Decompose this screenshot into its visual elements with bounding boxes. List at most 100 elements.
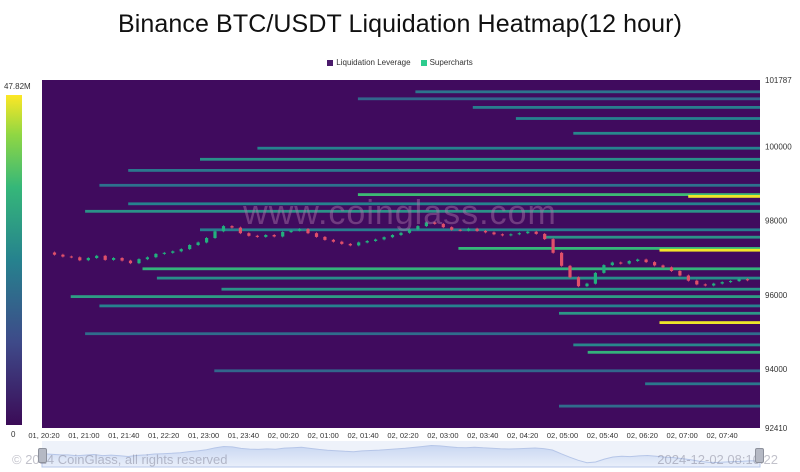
y-tick-label: 92410 <box>765 424 788 433</box>
candle-body <box>314 233 319 237</box>
candle-body <box>543 233 547 240</box>
x-tick-label: 02, 07:00 <box>667 431 698 440</box>
candle-body <box>450 227 454 230</box>
x-tick-label: 02, 01:00 <box>308 431 339 440</box>
x-tick-label: 02, 05:00 <box>547 431 578 440</box>
liquidation-band <box>688 195 760 198</box>
x-tick-label: 02, 05:40 <box>587 431 618 440</box>
liquidation-band <box>99 304 760 308</box>
candle-body <box>255 235 259 237</box>
liquidation-band <box>156 276 760 280</box>
candle-body <box>281 232 285 237</box>
liquidation-band <box>544 235 760 239</box>
x-tick-label: 02, 03:00 <box>427 431 458 440</box>
candle-body <box>188 245 192 250</box>
liquidation-band <box>200 228 760 232</box>
candle-body <box>467 228 471 231</box>
candle-body <box>374 239 378 241</box>
x-tick-label: 01, 23:40 <box>228 431 259 440</box>
candle-body <box>500 234 504 236</box>
liquidation-band <box>357 97 760 101</box>
y-axis-ticks: 101787 100000 98000 96000 94000 92410 <box>765 76 792 433</box>
legend-label-supercharts: Supercharts <box>429 58 473 67</box>
price-candles <box>52 221 750 288</box>
navigator-right-handle[interactable] <box>755 448 764 463</box>
liquidation-band <box>85 209 761 213</box>
candle-body <box>145 257 149 260</box>
liquidation-band <box>70 295 760 298</box>
y-tick-label: 100000 <box>765 142 792 151</box>
candle-body <box>407 229 412 233</box>
candle-body <box>399 232 403 235</box>
liquidation-band <box>142 267 760 271</box>
legend-item-supercharts[interactable]: Supercharts <box>420 58 473 67</box>
candle-body <box>264 235 268 237</box>
x-tick-label: 01, 21:00 <box>68 431 99 440</box>
footer-copyright: © 2024 CoinGlass, all rights reserved <box>12 452 228 467</box>
chart-title: Binance BTC/USDT Liquidation Heatmap(12 … <box>117 10 683 38</box>
candle-body <box>323 236 327 240</box>
candle-body <box>720 282 724 284</box>
y-tick-label: 101787 <box>765 76 792 85</box>
liquidation-band <box>659 321 760 324</box>
candle-body <box>458 229 462 231</box>
candle-body <box>52 252 57 255</box>
liquidation-band <box>415 90 760 94</box>
candle-body <box>517 233 521 235</box>
candle-body <box>610 262 614 266</box>
candle-body <box>475 228 479 231</box>
liquidation-band <box>257 146 760 150</box>
x-tick-label: 02, 04:20 <box>507 431 538 440</box>
candle-body <box>416 226 420 230</box>
liquidation-band <box>128 169 760 172</box>
candle-body <box>483 230 488 233</box>
candle-body <box>171 251 175 253</box>
candle-body <box>331 239 335 242</box>
candle-body <box>95 255 99 258</box>
candle-body <box>737 279 741 282</box>
y-tick-label: 98000 <box>765 217 788 226</box>
liquidation-bands <box>70 90 761 408</box>
candle-body <box>272 235 276 237</box>
candle-body <box>221 226 226 232</box>
candle-body <box>678 271 682 276</box>
candle-body <box>602 265 606 273</box>
candle-body <box>627 261 631 264</box>
liquidation-band <box>214 369 761 373</box>
candle-body <box>357 242 361 246</box>
candle-body <box>289 230 293 233</box>
liquidation-band <box>587 350 760 354</box>
x-tick-label: 02, 01:40 <box>347 431 378 440</box>
candle-body <box>128 260 133 264</box>
candle-body <box>179 249 183 252</box>
candle-body <box>120 258 124 261</box>
footer-timestamp: 2024-12-02 08:10:22 <box>657 452 778 467</box>
x-axis-ticks: 01, 20:20 01, 21:00 01, 21:40 01, 22:20 01, … <box>28 431 737 440</box>
candle-body <box>585 283 589 287</box>
navigator-left-handle[interactable] <box>38 448 47 463</box>
candle-body <box>534 231 538 234</box>
navigator-series <box>41 444 761 468</box>
candle-body <box>238 227 242 234</box>
liquidation-band <box>559 404 760 408</box>
x-tick-label: 02, 00:20 <box>268 431 299 440</box>
colorbar-max-label: 47.82M <box>4 82 31 91</box>
candle-body <box>298 229 302 231</box>
legend-item-liquidation-leverage[interactable]: Liquidation Leverage <box>327 58 411 67</box>
y-tick-label: 96000 <box>765 291 788 300</box>
candle-body <box>86 258 90 261</box>
x-tick-label: 02, 03:40 <box>467 431 498 440</box>
candle-body <box>112 258 116 260</box>
liquidation-band <box>645 382 760 386</box>
liquidation-band <box>573 131 760 135</box>
candle-body <box>636 259 640 261</box>
liquidation-band <box>221 287 760 291</box>
legend-label-liquidation-leverage: Liquidation Leverage <box>336 58 411 67</box>
liquidation-band <box>200 157 760 161</box>
x-tick-label: 02, 06:20 <box>627 431 658 440</box>
chart-legend: Liquidation Leverage Supercharts <box>0 58 800 67</box>
candle-body <box>162 252 166 254</box>
candle-body <box>61 254 65 257</box>
liquidation-band <box>515 117 760 120</box>
